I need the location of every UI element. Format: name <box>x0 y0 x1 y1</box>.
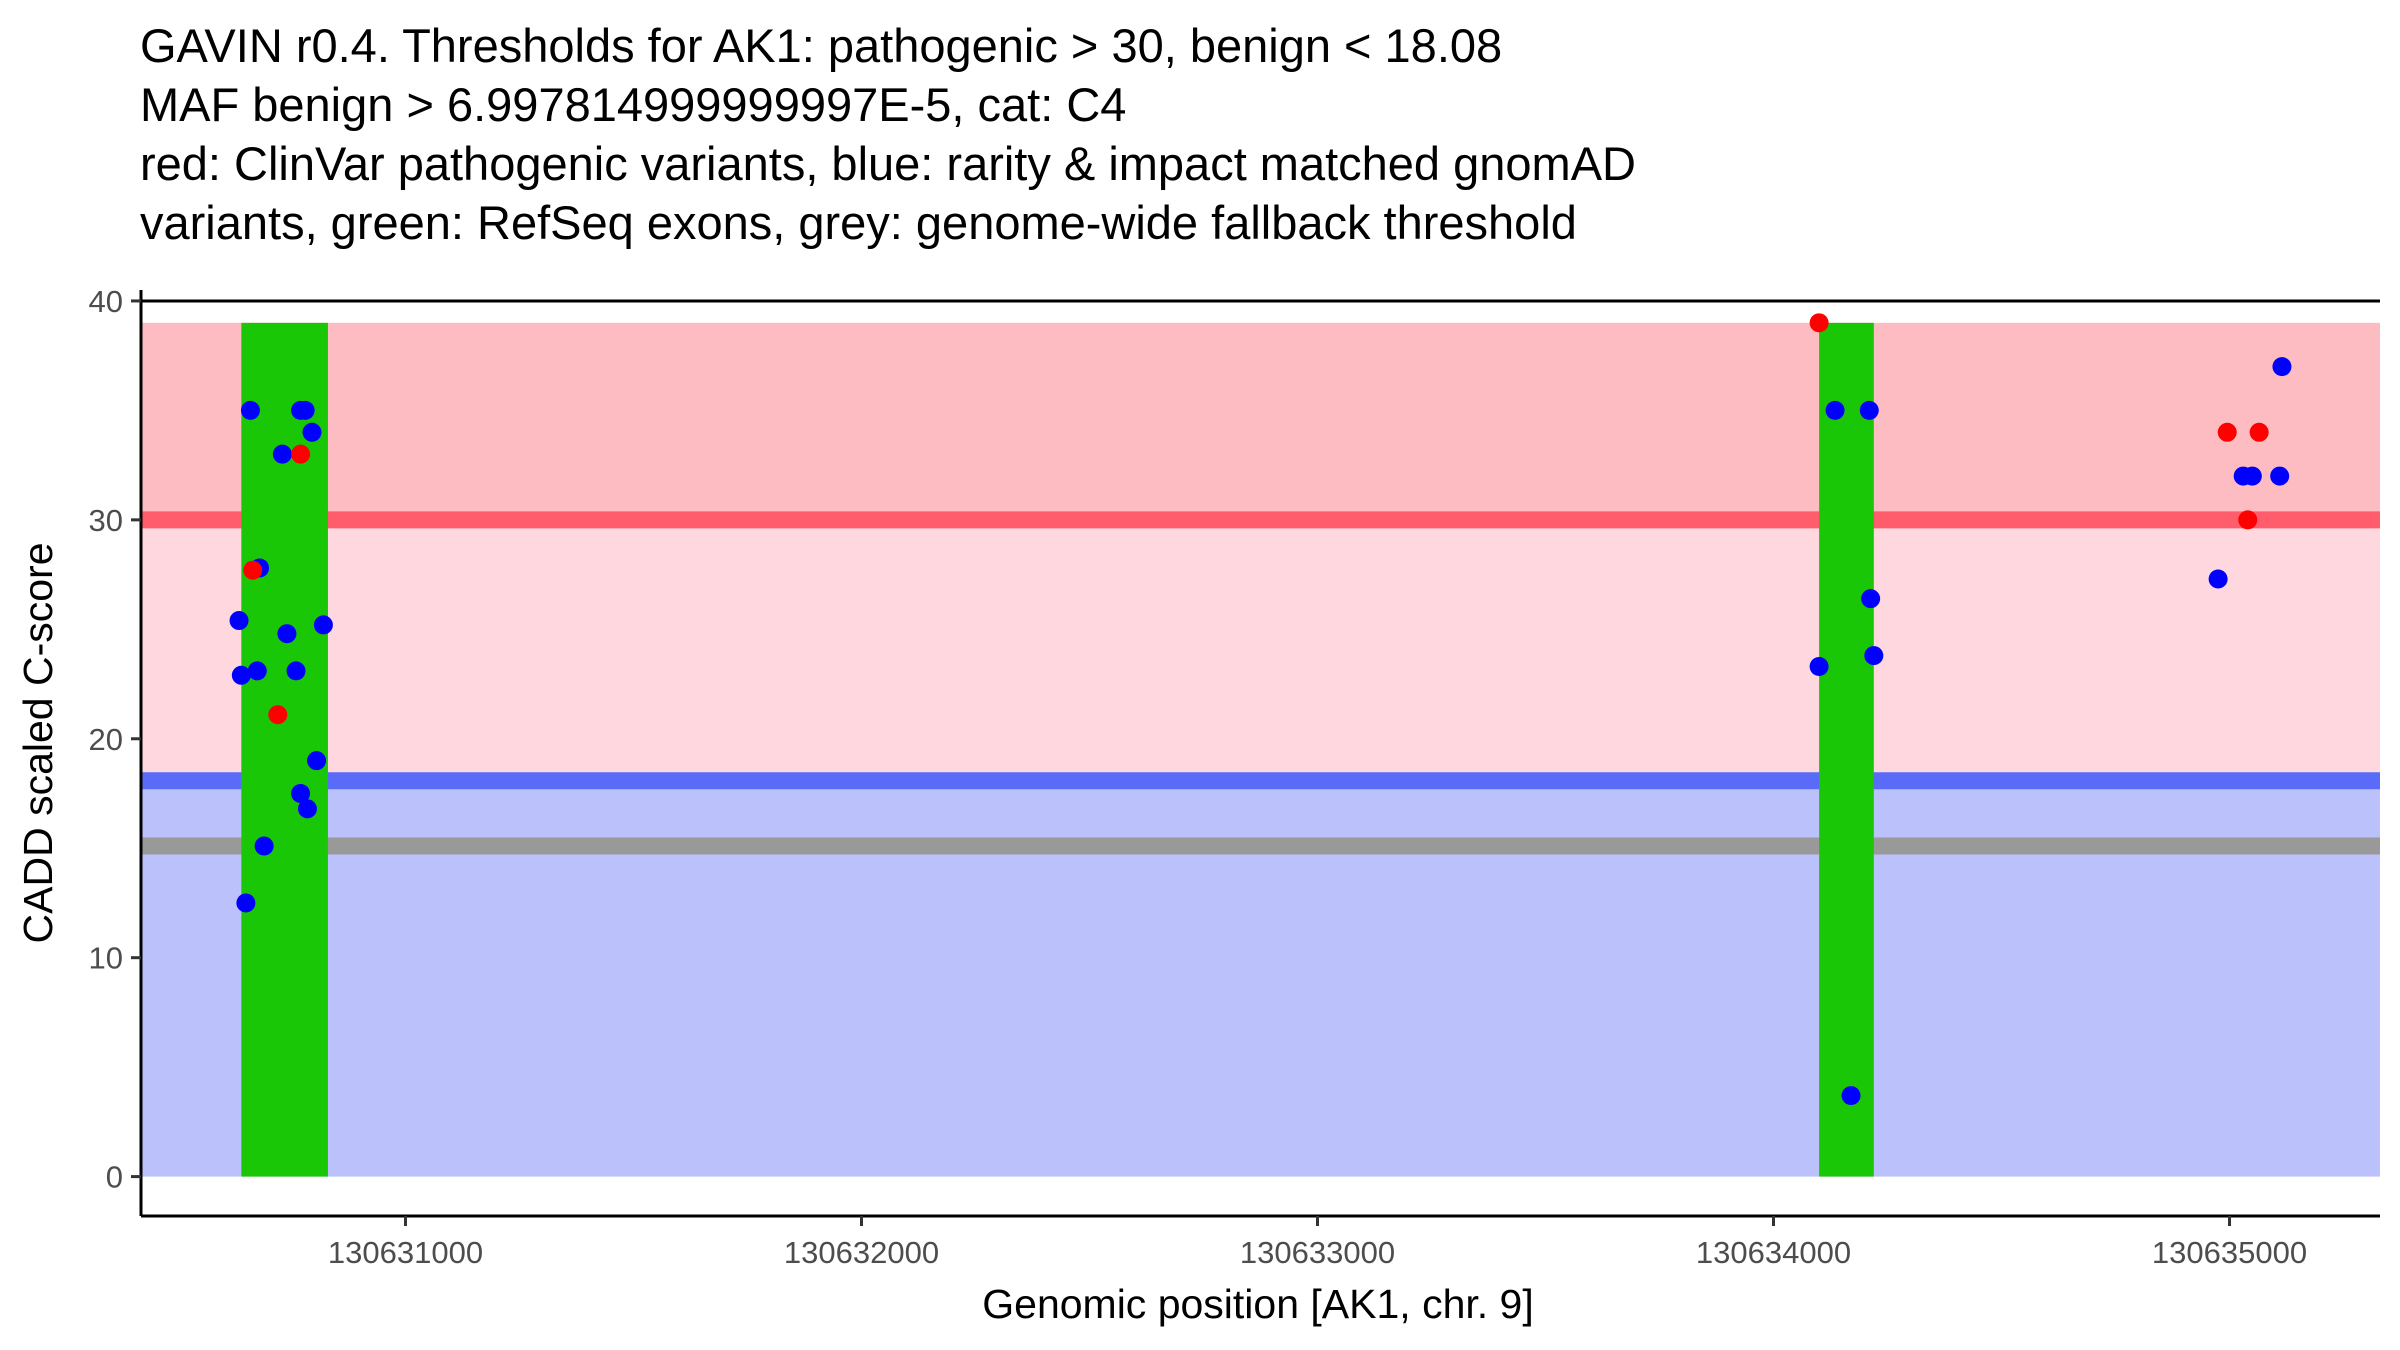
gnomad-point-23 <box>1864 646 1884 666</box>
clinvar-point-1 <box>243 560 263 580</box>
clinvar-point-2 <box>268 705 288 725</box>
gnomad-point-5 <box>236 893 256 913</box>
gnomad-point-2 <box>229 611 249 631</box>
title-line-3: red: ClinVar pathogenic variants, blue: … <box>140 137 1636 190</box>
gnomad-point-14 <box>291 783 311 803</box>
x-axis-ticks: 130631000 130632000 130633000 130634000 1306… <box>328 1216 2307 1270</box>
gnomad-point-19 <box>1825 400 1845 420</box>
y-tick-label-5: 40 <box>89 284 123 319</box>
gnomad-point-22 <box>1861 589 1881 609</box>
title-line-1: GAVIN r0.4. Thresholds for AK1: pathogen… <box>140 19 1503 72</box>
y-axis-ticks: 0 10 20 30 40 <box>89 284 141 1195</box>
exon-regions <box>241 322 1874 1177</box>
title-line-2: MAF benign > 6.997814999999997E-5, cat: … <box>140 78 1127 131</box>
exon-1 <box>241 322 328 1177</box>
threshold-bands <box>141 322 2380 1177</box>
gnomad-point-13 <box>302 422 322 442</box>
gnomad-point-9 <box>277 624 297 644</box>
gnomad-point-26 <box>2242 466 2262 486</box>
gnomad-point-17 <box>313 615 333 635</box>
clinvar-point-5 <box>2217 422 2237 442</box>
gnomad-point-12 <box>295 400 315 420</box>
gnomad-point-28 <box>2272 357 2292 377</box>
x-tick-label-2: 130632000 <box>784 1235 939 1270</box>
gnomad-point-8 <box>272 444 292 464</box>
gnomad-point-3 <box>231 665 251 685</box>
y-tick-label-2: 10 <box>89 941 123 976</box>
y-tick-label-3: 20 <box>89 722 123 757</box>
clinvar-point-7 <box>2249 422 2269 442</box>
gnomad-point-27 <box>2270 466 2290 486</box>
gnomad-point-1 <box>240 400 260 420</box>
clinvar-point-3 <box>291 444 311 464</box>
x-tick-label-3: 130633000 <box>1240 1235 1395 1270</box>
x-axis-label: Genomic position [AK1, chr. 9] <box>982 1281 1534 1327</box>
y-axis-label: CADD scaled C-score <box>15 543 61 944</box>
pathogenic-band <box>141 322 2380 520</box>
gnomad-point-10 <box>286 661 306 681</box>
exon-2 <box>1819 322 1874 1177</box>
x-tick-label-1: 130631000 <box>328 1235 483 1270</box>
gnomad-point-21 <box>1859 400 1879 420</box>
gnomad-point-18 <box>1809 657 1829 677</box>
gnomad-point-15 <box>297 799 317 819</box>
gnomad-point-24 <box>2208 569 2228 589</box>
x-tick-label-5: 130635000 <box>2152 1235 2307 1270</box>
y-tick-label-1: 0 <box>106 1160 123 1195</box>
axes <box>139 290 2380 1218</box>
title-line-4: variants, green: RefSeq exons, grey: gen… <box>140 196 1577 249</box>
chart-title: GAVIN r0.4. Thresholds for AK1: pathogen… <box>140 16 2340 252</box>
x-tick-label-4: 130634000 <box>1696 1235 1851 1270</box>
clinvar-point-4 <box>1809 313 1829 333</box>
gnomad-point-4 <box>247 661 267 681</box>
gnomad-point-16 <box>307 751 327 771</box>
intermediate-band <box>141 519 2380 781</box>
data-points <box>229 313 2292 1106</box>
threshold-lines <box>141 511 2380 855</box>
gnomad-point-20 <box>1841 1086 1861 1106</box>
clinvar-point-6 <box>2238 510 2258 530</box>
gnomad-point-7 <box>254 836 274 856</box>
y-tick-label-4: 30 <box>89 503 123 538</box>
